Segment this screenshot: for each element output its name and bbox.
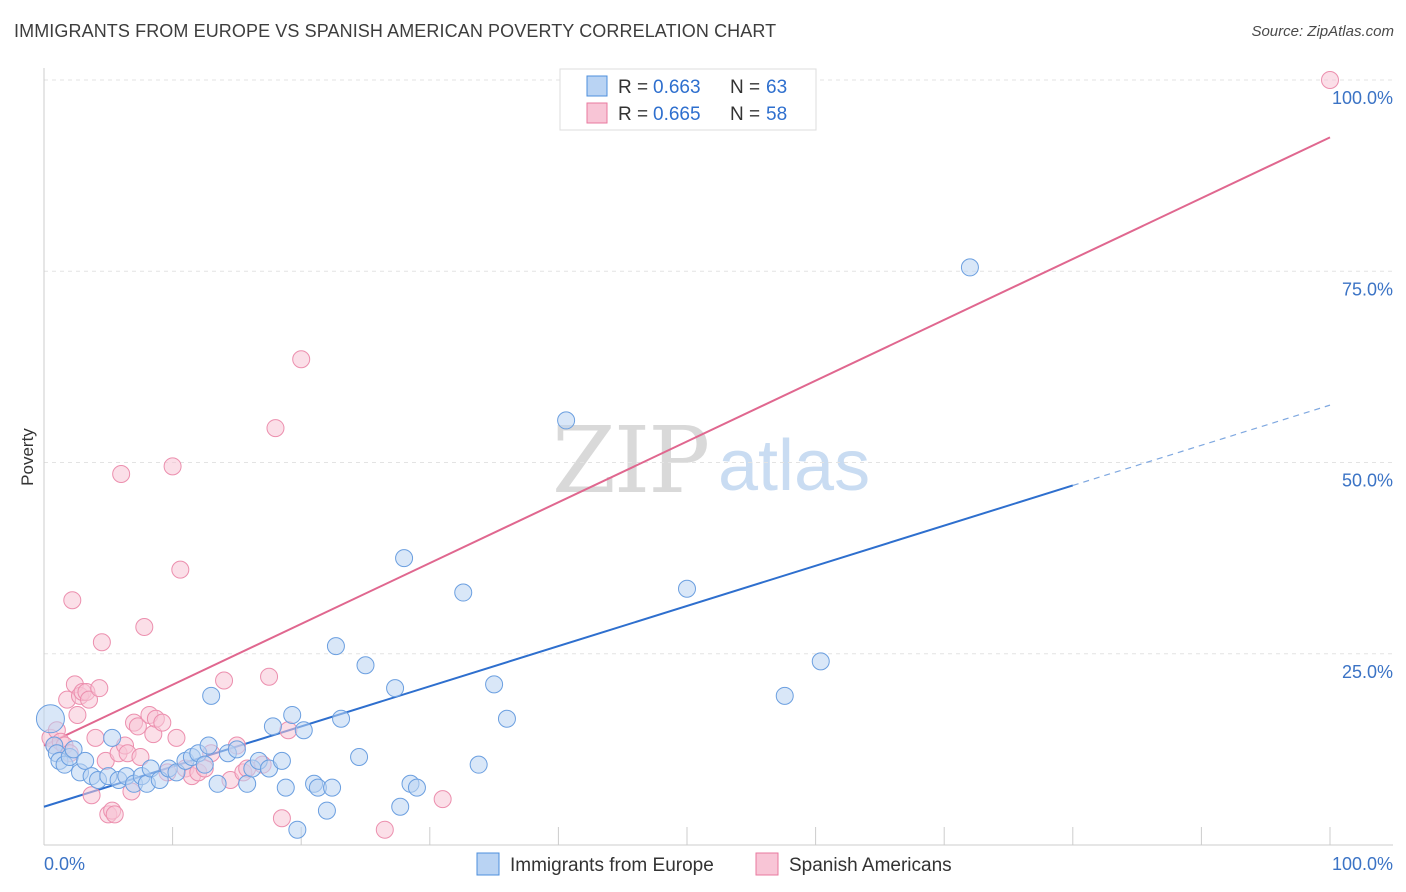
y-tick-label: 25.0% [1342,662,1393,682]
legend-swatch-blue [586,75,608,97]
chart-title: IMMIGRANTS FROM EUROPE VS SPANISH AMERIC… [14,21,777,41]
point-blue [35,704,65,734]
point-blue [497,709,516,728]
y-axis-tick-labels: 25.0% 50.0% 75.0% 100.0% [1332,88,1393,682]
point-pink [92,633,111,652]
x-tick-label-max: 100.0% [1332,854,1393,874]
gridlines [44,79,1393,655]
point-blue [202,686,221,705]
point-blue [350,748,369,767]
legend-n-value-pink: 58 [766,104,787,125]
x-tick-label-min: 0.0% [44,854,85,874]
source-label: Source: ZipAtlas.com [1251,23,1394,40]
point-pink [63,591,82,610]
point-pink [292,350,311,369]
point-blue [64,740,83,759]
series-legend-label-pink: Spanish Americans [789,855,952,876]
series-legend-swatch-blue [476,852,500,876]
watermark-atlas: atlas [718,426,870,506]
point-pink [86,728,105,747]
legend-n-label-blue: N = [730,77,760,98]
legend-r-value-blue: 0.663 [653,77,701,98]
point-pink [171,560,190,579]
point-blue [775,686,794,705]
point-pink [68,705,87,724]
point-blue [332,709,351,728]
legend-swatch-pink [586,102,608,124]
point-blue [454,583,473,602]
point-blue [238,774,257,793]
point-blue [227,740,246,759]
y-tick-label: 75.0% [1342,279,1393,299]
legend-r-label-blue: R = [618,77,648,98]
stats-legend: R = 0.663 N = 63 R = 0.665 N = 58 [559,68,817,131]
point-blue [283,705,302,724]
point-pink [90,679,109,698]
point-blue [391,797,410,816]
point-blue [103,728,122,747]
point-blue [76,751,95,770]
point-pink [260,667,279,686]
point-blue [199,736,218,755]
legend-n-label-pink: N = [730,104,760,125]
point-pink [279,721,298,740]
point-blue [557,411,576,430]
point-pink [80,690,99,709]
point-pink [266,419,285,438]
point-pink [105,805,124,824]
y-tick-label: 100.0% [1332,88,1393,108]
trend-line-pink [43,136,1331,747]
point-blue [811,652,830,671]
watermark-zip: ZIP [552,407,708,514]
point-pink [112,464,131,483]
point-blue [407,778,426,797]
series-legend: Immigrants from Europe Spanish Americans [476,852,952,876]
point-blue [276,778,295,797]
point-pink [135,617,154,636]
point-blue [317,801,336,820]
point-blue [678,579,696,598]
point-blue [485,675,504,694]
point-pink [163,457,182,476]
point-blue [263,717,282,736]
legend-r-label-pink: R = [618,104,648,125]
legend-n-value-blue: 63 [766,77,787,98]
point-pink [167,728,186,747]
point-blue [395,549,414,568]
point-blue [326,637,345,656]
point-pink [82,786,101,805]
x-axis-ticks [172,827,1331,845]
point-pink [128,717,147,736]
point-pink [1321,71,1339,89]
point-pink [131,748,150,767]
data-points [35,71,1339,839]
point-blue [195,755,214,774]
point-blue [356,656,375,675]
series-legend-label-blue: Immigrants from Europe [510,855,714,876]
point-blue [288,820,307,839]
point-pink [375,820,394,839]
point-blue [323,778,342,797]
point-blue [208,774,227,793]
legend-r-value-pink: 0.665 [653,104,701,125]
point-blue [386,679,405,698]
y-axis-title: Poverty [18,428,37,486]
point-pink [153,713,172,732]
trend-line-blue-extension [1072,404,1331,487]
point-pink [433,790,452,809]
series-legend-swatch-pink [755,852,779,876]
point-pink [215,671,234,690]
point-blue [272,751,291,770]
point-blue [294,721,313,740]
point-blue [960,258,979,277]
point-pink [272,809,291,828]
point-blue [469,755,488,774]
y-tick-label: 50.0% [1342,471,1393,491]
